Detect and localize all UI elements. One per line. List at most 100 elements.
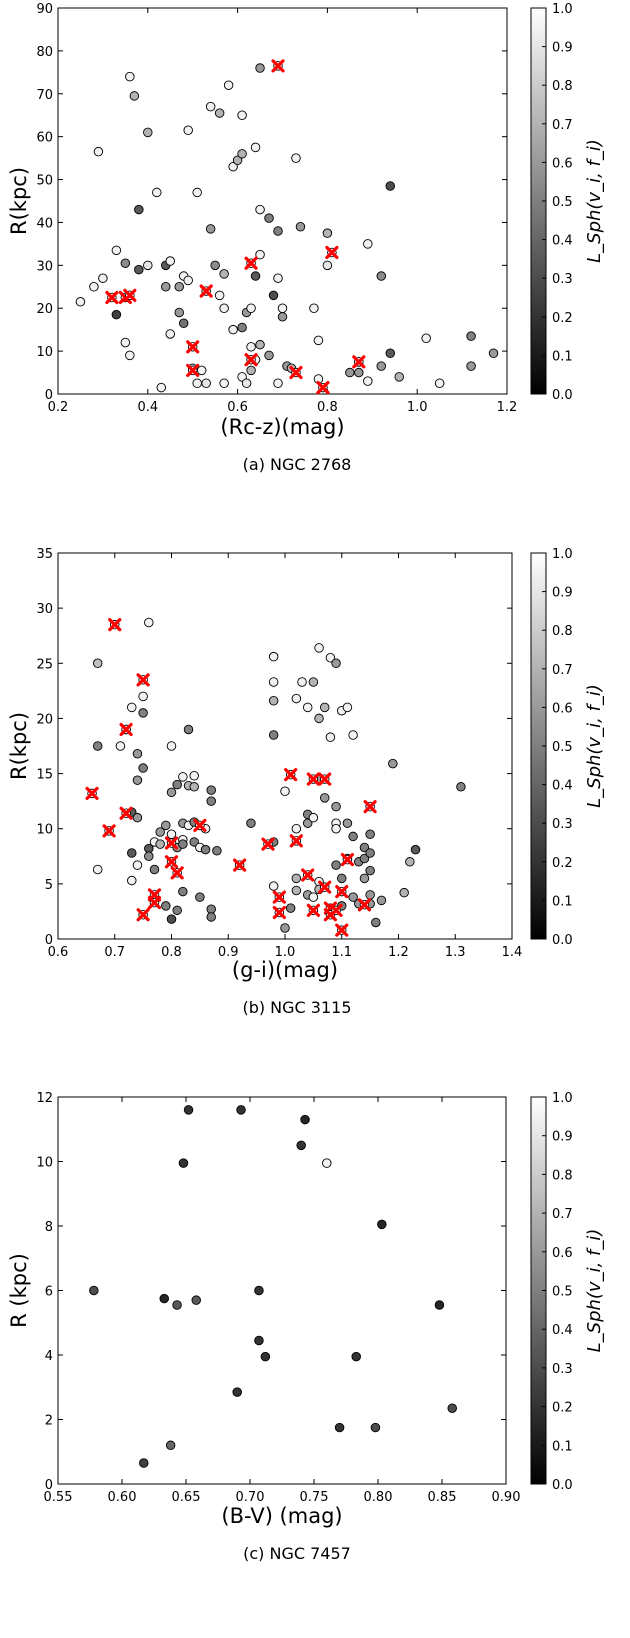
data-point: [297, 1141, 306, 1150]
data-point: [238, 111, 247, 120]
data-point: [296, 222, 305, 231]
data-point: [366, 866, 375, 875]
data-point: [133, 776, 142, 785]
data-point: [196, 893, 205, 902]
colorbar-tick-label: 0.2: [552, 311, 573, 326]
colorbar-tick-label: 0.9: [552, 1130, 573, 1145]
data-point: [355, 368, 364, 377]
colorbar-tick-label: 0.6: [552, 156, 573, 171]
data-point: [247, 304, 256, 313]
data-point: [278, 304, 287, 313]
data-point: [366, 830, 375, 839]
data-point: [310, 304, 319, 313]
data-point: [292, 886, 301, 895]
marked-point: [104, 826, 114, 836]
data-point: [269, 652, 278, 661]
marked-point: [121, 724, 131, 734]
marked-point: [273, 61, 283, 71]
y-tick-label: 80: [36, 45, 53, 60]
data-point: [278, 313, 287, 322]
y-tick-label: 30: [36, 259, 53, 274]
colorbar-label: L_Sph(v_i, f_i): [584, 139, 605, 263]
data-point: [173, 1301, 182, 1310]
colorbar-tick-label: 0.5: [552, 195, 573, 210]
x-tick-label: 0.6: [227, 400, 248, 415]
data-point: [467, 362, 476, 371]
colorbar-tick-label: 0.7: [552, 663, 573, 678]
colorbar-tick-label: 0.5: [552, 740, 573, 755]
data-point: [301, 1115, 310, 1124]
colorbar-tick-label: 0.0: [552, 933, 573, 948]
data-point: [166, 1441, 175, 1450]
data-point: [220, 304, 229, 313]
data-point: [360, 874, 369, 883]
data-point: [211, 261, 220, 270]
data-point: [201, 845, 210, 854]
colorbar-tick-label: 0.2: [552, 1401, 573, 1416]
marked-point: [167, 838, 177, 848]
x-tick-label: 1.0: [407, 400, 428, 415]
marked-point: [291, 836, 301, 846]
data-point: [179, 887, 188, 896]
data-point: [309, 813, 318, 822]
data-point: [292, 154, 301, 163]
x-axis-label: (Rc-z)(mag): [220, 415, 344, 439]
y-tick-label: 25: [36, 657, 53, 672]
marked-point: [195, 820, 205, 830]
data-point: [220, 379, 229, 388]
data-point: [346, 368, 355, 377]
marked-point: [291, 368, 301, 378]
data-point: [206, 225, 215, 234]
x-tick-label: 0.90: [492, 1490, 521, 1505]
colorbar-tick-label: 0.9: [552, 586, 573, 601]
data-point: [166, 257, 175, 266]
colorbar-tick-label: 0.8: [552, 1168, 573, 1183]
marked-point: [246, 258, 256, 268]
y-tick-label: 30: [36, 602, 53, 617]
colorbar-tick-label: 0.1: [552, 894, 573, 909]
data-point: [457, 783, 466, 792]
y-tick-label: 10: [36, 1156, 53, 1171]
marked-point: [138, 675, 148, 685]
y-tick-label: 4: [45, 1349, 53, 1364]
data-point: [372, 918, 381, 927]
y-tick-label: 70: [36, 88, 53, 103]
data-point: [303, 703, 312, 712]
data-point: [337, 874, 346, 883]
data-point: [207, 786, 216, 795]
data-point: [255, 1336, 264, 1345]
y-tick-label: 35: [36, 547, 53, 562]
data-point: [193, 379, 202, 388]
data-point: [256, 64, 265, 73]
data-point: [323, 229, 332, 238]
data-point: [320, 703, 329, 712]
marked-point: [201, 286, 211, 296]
data-point: [309, 678, 318, 687]
data-point: [256, 205, 265, 214]
data-point: [160, 1294, 169, 1303]
data-point: [179, 1159, 188, 1168]
data-point: [167, 915, 176, 924]
colorbar-tick-label: 1.0: [552, 2, 573, 17]
x-tick-label: 0.60: [108, 1490, 137, 1505]
data-point: [116, 742, 125, 751]
data-point: [213, 846, 222, 855]
chart-panel-1: 0.2 0.4 0.6 0.8 1.0 1.2 0 10 20 30 40 50 60 70 80 90 (Rc…: [7, 2, 605, 474]
marked-point: [246, 355, 256, 365]
x-tick-label: 1.3: [445, 945, 466, 960]
y-tick-label: 12: [36, 1091, 53, 1106]
data-point: [139, 692, 148, 701]
data-point: [90, 1286, 99, 1295]
data-point: [386, 182, 395, 191]
colorbar-tick-label: 0.1: [552, 349, 573, 364]
data-point: [229, 325, 238, 334]
data-point: [489, 349, 498, 358]
y-tick-label: 2: [45, 1414, 53, 1429]
data-point: [281, 787, 290, 796]
data-point: [150, 865, 159, 874]
y-tick-label: 6: [45, 1285, 53, 1300]
marked-point: [320, 882, 330, 892]
data-point: [238, 323, 247, 332]
data-point: [139, 764, 148, 773]
